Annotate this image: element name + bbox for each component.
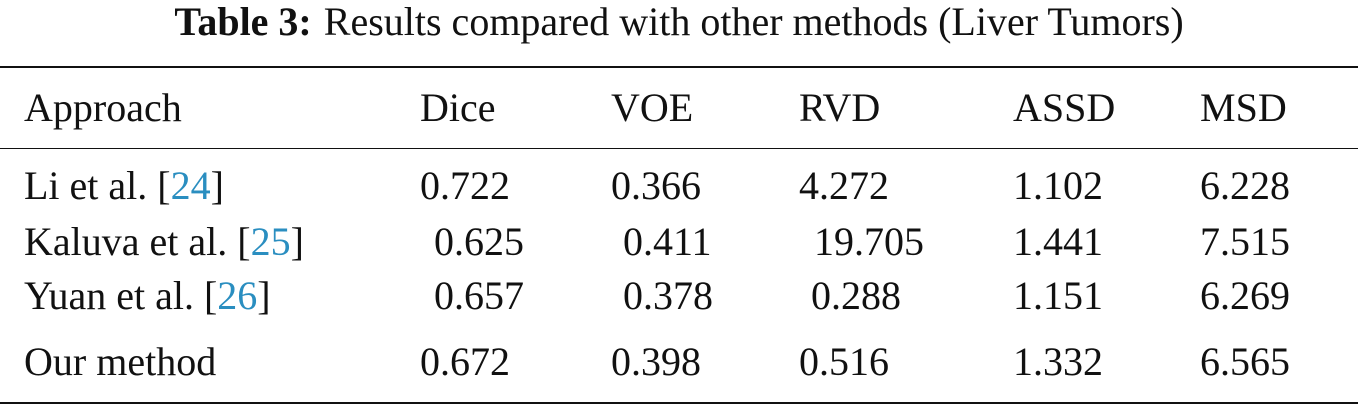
table-cell-dice: 0.672: [420, 339, 510, 384]
table-row-approach: Yuan et al. [26]: [24, 273, 271, 318]
table-cell-rvd: 0.516: [799, 339, 889, 384]
table-cell-dice: 0.722: [420, 163, 510, 208]
table-cell-rvd: 19.705: [814, 219, 924, 264]
table-bottom-rule: [0, 402, 1358, 404]
table-cell-voe: 0.411: [623, 219, 712, 264]
table-cell-rvd: 4.272: [799, 163, 889, 208]
header-dice: Dice: [420, 85, 496, 130]
caption-label: Table 3:: [174, 0, 312, 44]
table-cell-assd: 1.102: [1013, 163, 1103, 208]
table-header-rule: [0, 148, 1358, 149]
table-top-rule: [0, 66, 1358, 68]
table-cell-msd: 6.228: [1200, 163, 1290, 208]
table-cell-voe: 0.378: [623, 273, 713, 318]
table-cell-assd: 1.441: [1013, 219, 1103, 264]
citation-link[interactable]: 26: [217, 273, 258, 318]
table-row-approach: Li et al. [24]: [24, 163, 224, 208]
table-cell-voe: 0.366: [611, 163, 701, 208]
table-caption: Table 3: Results compared with other meth…: [0, 0, 1358, 52]
header-voe: VOE: [611, 85, 694, 130]
table-cell-assd: 1.151: [1013, 273, 1103, 318]
table-cell-voe: 0.398: [611, 339, 701, 384]
header-approach: Approach: [24, 85, 182, 130]
header-rvd: RVD: [799, 85, 881, 130]
table-cell-assd: 1.332: [1013, 339, 1103, 384]
table-cell-msd: 7.515: [1200, 219, 1290, 264]
table-cell-msd: 6.565: [1200, 339, 1290, 384]
header-msd: MSD: [1200, 85, 1287, 130]
table-row-approach: Our method: [24, 339, 217, 384]
header-assd: ASSD: [1013, 85, 1116, 130]
caption-text: Results compared with other methods (Liv…: [323, 0, 1184, 44]
table-cell-dice: 0.657: [434, 273, 524, 318]
approach-name: Kaluva et al.: [24, 219, 228, 264]
approach-name: Yuan et al.: [24, 273, 194, 318]
approach-name: Li et al.: [24, 163, 148, 208]
citation-link[interactable]: 25: [250, 219, 291, 264]
citation-link[interactable]: 24: [170, 163, 211, 208]
table-cell-dice: 0.625: [434, 219, 524, 264]
table-cell-rvd: 0.288: [811, 273, 901, 318]
table-row-approach: Kaluva et al. [25]: [24, 219, 304, 264]
table-cell-msd: 6.269: [1200, 273, 1290, 318]
